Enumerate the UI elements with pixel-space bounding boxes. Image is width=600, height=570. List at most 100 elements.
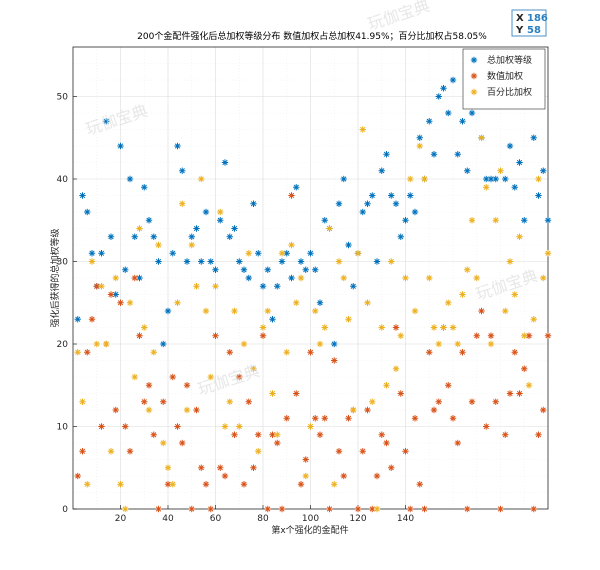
data-point — [544, 332, 552, 339]
data-point — [212, 332, 219, 339]
datatip-x-value: 186 — [527, 13, 548, 24]
data-point — [502, 175, 509, 183]
data-point — [535, 431, 542, 438]
data-point — [179, 200, 186, 207]
y-tick-label: 50 — [57, 93, 69, 103]
data-point — [164, 307, 172, 315]
data-point — [350, 406, 357, 414]
data-point — [421, 175, 428, 183]
data-point — [535, 192, 542, 199]
data-point — [98, 283, 105, 290]
data-point — [535, 175, 542, 183]
data-point — [79, 448, 86, 455]
data-point — [126, 448, 134, 455]
data-point — [193, 406, 200, 414]
data-point — [240, 340, 248, 348]
data-point — [231, 307, 238, 315]
data-point — [74, 349, 81, 356]
legend-marker — [470, 72, 478, 80]
data-point — [530, 316, 537, 323]
data-point — [397, 332, 404, 339]
data-point — [345, 241, 352, 249]
data-point — [278, 250, 286, 257]
data-point — [202, 208, 210, 216]
data-point — [345, 415, 352, 422]
data-point — [506, 390, 514, 397]
data-point — [530, 134, 537, 141]
data-point — [454, 340, 461, 348]
data-point — [416, 142, 423, 150]
data-point — [449, 76, 457, 84]
x-axis-title: 第x个强化的金配件 — [271, 524, 348, 536]
data-point — [155, 258, 162, 265]
data-point — [416, 481, 423, 488]
data-point — [145, 382, 153, 389]
datatip[interactable]: X 186 Y 58 — [511, 9, 548, 37]
data-point — [335, 448, 343, 455]
data-point — [84, 208, 91, 216]
data-point — [392, 365, 400, 372]
data-point — [511, 291, 518, 298]
data-point — [141, 184, 148, 191]
data-point — [326, 505, 333, 513]
data-point — [136, 332, 143, 339]
data-point — [198, 464, 205, 471]
data-point — [544, 250, 552, 257]
series-1 — [74, 192, 552, 513]
data-point — [174, 299, 181, 306]
data-point — [435, 93, 442, 100]
datatip-box — [511, 9, 547, 37]
data-point — [88, 258, 96, 265]
data-point — [430, 324, 438, 331]
data-point — [521, 332, 528, 339]
data-point — [297, 481, 305, 488]
datatip-x-label: X — [516, 13, 524, 24]
data-point — [459, 291, 466, 298]
data-point — [540, 406, 547, 414]
data-point — [373, 258, 381, 265]
data-point — [312, 307, 319, 315]
data-point — [397, 233, 404, 240]
data-point — [331, 481, 338, 488]
data-point — [221, 159, 229, 166]
data-point — [131, 274, 138, 282]
data-point — [426, 118, 433, 125]
data-point — [84, 349, 91, 356]
data-point — [264, 266, 271, 273]
data-point — [411, 208, 419, 216]
data-point — [122, 423, 129, 430]
data-point — [274, 283, 281, 290]
data-point — [402, 217, 409, 224]
data-point — [293, 184, 300, 191]
data-point — [122, 505, 129, 513]
data-point — [430, 406, 438, 414]
data-point — [112, 274, 119, 282]
y-tick-label: 10 — [57, 423, 69, 433]
data-point — [487, 340, 495, 348]
legend-box — [462, 48, 546, 110]
data-point — [183, 406, 191, 414]
data-point — [459, 349, 466, 356]
data-point — [378, 431, 385, 438]
data-point — [473, 332, 480, 339]
data-point — [126, 175, 134, 183]
data-point — [302, 472, 309, 480]
data-point — [112, 406, 119, 414]
data-point — [183, 382, 191, 389]
data-point — [426, 349, 433, 356]
data-point — [483, 423, 490, 430]
data-point — [340, 472, 347, 480]
datatip-y-value: 58 — [527, 25, 541, 36]
x-tick-label: 80 — [257, 514, 269, 524]
data-point — [492, 398, 499, 405]
data-point — [454, 151, 461, 158]
data-point — [321, 324, 328, 331]
data-point — [497, 167, 504, 174]
data-point — [293, 390, 300, 397]
data-point — [540, 167, 547, 174]
data-point — [468, 109, 476, 117]
data-point — [383, 382, 390, 389]
